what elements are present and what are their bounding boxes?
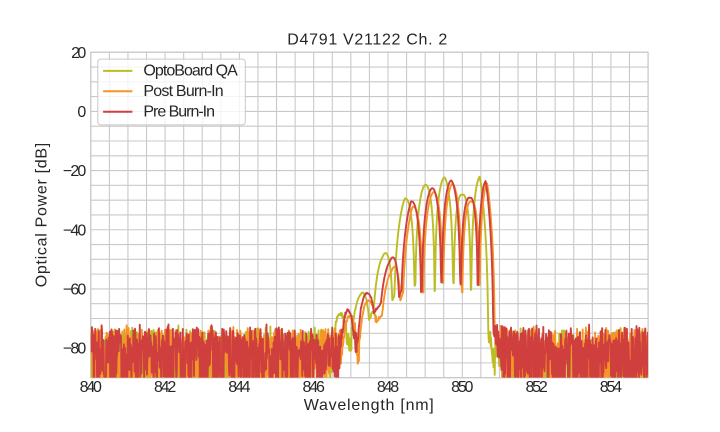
svg-text:−20: −20 <box>63 163 86 180</box>
svg-text:844: 844 <box>228 379 250 396</box>
svg-text:20: 20 <box>71 45 86 62</box>
svg-text:0: 0 <box>77 104 86 121</box>
svg-text:850: 850 <box>451 379 473 396</box>
svg-text:854: 854 <box>600 379 622 396</box>
svg-text:852: 852 <box>525 379 547 396</box>
svg-text:OptoBoard QA: OptoBoard QA <box>143 63 238 80</box>
svg-text:−40: −40 <box>63 222 86 239</box>
svg-text:842: 842 <box>154 379 176 396</box>
svg-text:848: 848 <box>377 379 399 396</box>
svg-text:Post Burn-In: Post Burn-In <box>143 83 223 100</box>
svg-text:D4791 V21122 Ch. 2: D4791 V21122 Ch. 2 <box>287 32 447 49</box>
svg-text:−80: −80 <box>63 341 86 358</box>
svg-text:−60: −60 <box>63 282 86 299</box>
svg-text:Optical Power [dB]: Optical Power [dB] <box>34 143 51 288</box>
svg-text:840: 840 <box>80 379 102 396</box>
svg-text:Wavelength [nm]: Wavelength [nm] <box>304 397 434 414</box>
svg-text:Pre Burn-In: Pre Burn-In <box>143 104 215 121</box>
svg-text:846: 846 <box>303 379 325 396</box>
